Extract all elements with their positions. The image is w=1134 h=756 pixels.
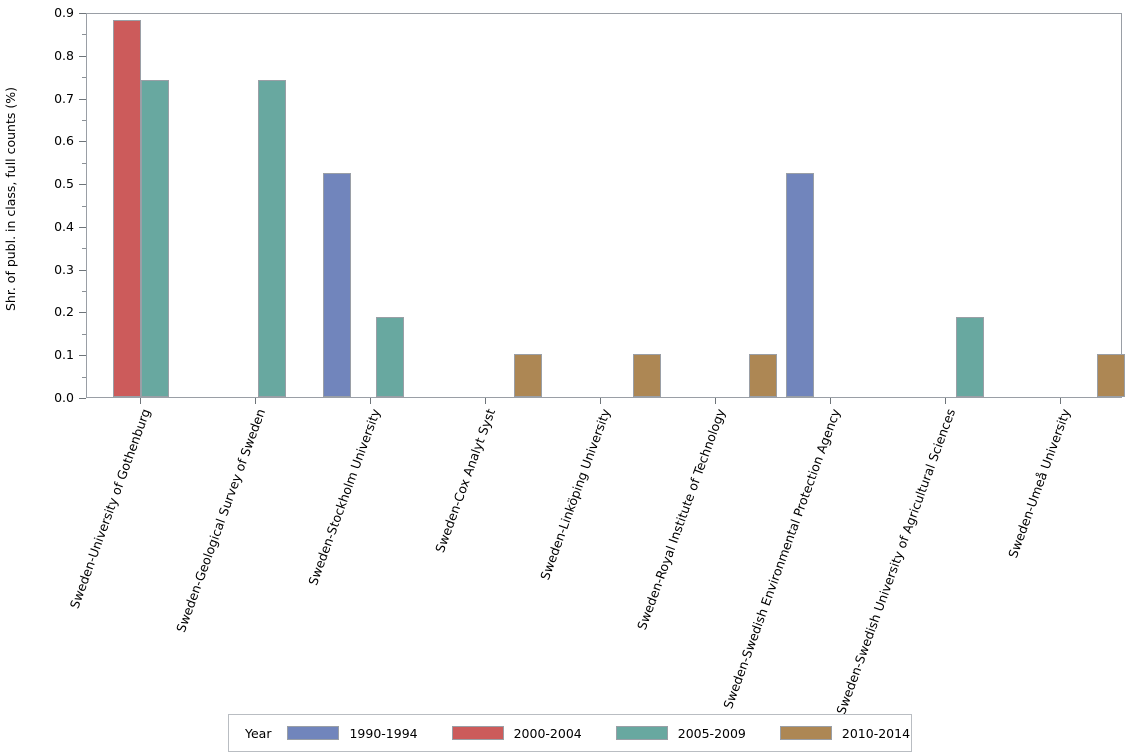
y-axis-title: Shr. of publ. in class, full counts (%) bbox=[3, 87, 18, 311]
y-axis-tick-label: 0.1 bbox=[54, 347, 74, 363]
legend-color-swatch bbox=[779, 726, 832, 740]
x-axis-tick-label-text: Sweden-Umeå University bbox=[1005, 406, 1074, 560]
chart-legend: Year 1990-1994 2000-2004 2005-2009 2010-201… bbox=[228, 714, 912, 752]
bar[interactable] bbox=[956, 317, 984, 397]
y-axis-tick-mark bbox=[79, 355, 86, 357]
y-axis-tick-label: 0.6 bbox=[54, 133, 74, 149]
x-axis-tick-label-text: Sweden-Stockholm University bbox=[305, 406, 384, 588]
bar[interactable] bbox=[376, 317, 404, 397]
x-axis-tick-mark bbox=[255, 398, 256, 404]
x-axis-tick-label-text: Sweden-Swedish University of Agricultura… bbox=[833, 406, 959, 717]
y-axis-tick-label: 0.9 bbox=[54, 5, 74, 20]
legend-color-swatch bbox=[451, 726, 504, 740]
legend-item-label: 2005-2009 bbox=[677, 725, 746, 741]
y-axis-tick-label: 0.4 bbox=[54, 218, 74, 234]
x-axis-tick-mark bbox=[1060, 398, 1061, 404]
legend-item-label: 2000-2004 bbox=[513, 725, 582, 741]
y-axis-tick-mark bbox=[79, 269, 86, 271]
x-axis-tick-mark bbox=[370, 398, 371, 404]
legend-item[interactable]: 1990-1994 bbox=[287, 726, 451, 741]
x-axis-tick-label-text: Sweden-Cox Analyt Syst bbox=[432, 406, 499, 555]
y-axis-tick-label: 0.5 bbox=[54, 176, 74, 192]
bar[interactable] bbox=[113, 20, 141, 397]
x-axis-tick-mark bbox=[140, 398, 141, 404]
legend-item[interactable]: 2010-2014 bbox=[779, 725, 911, 741]
bar[interactable] bbox=[323, 173, 351, 397]
y-axis-minor-tick-mark bbox=[82, 291, 86, 293]
y-axis-minor-tick-mark bbox=[82, 34, 86, 36]
y-axis-minor-tick-mark bbox=[82, 77, 86, 79]
y-axis-tick-mark bbox=[79, 398, 86, 399]
y-axis-minor-tick-mark bbox=[82, 248, 86, 250]
legend-item[interactable]: 2000-2004 bbox=[451, 725, 616, 741]
legend-color-swatch bbox=[287, 726, 340, 740]
x-axis-tick-mark bbox=[485, 398, 486, 404]
bar[interactable] bbox=[141, 80, 169, 397]
bar[interactable] bbox=[258, 80, 286, 397]
y-axis-tick-mark bbox=[79, 141, 86, 143]
y-axis-tick-mark bbox=[79, 184, 86, 186]
y-axis-tick-mark bbox=[79, 55, 86, 57]
y-axis-tick-label: 0.3 bbox=[54, 261, 74, 277]
y-axis-tick-mark bbox=[79, 312, 86, 314]
y-axis-tick-label: 0.0 bbox=[54, 390, 74, 405]
bar[interactable] bbox=[1097, 353, 1125, 397]
y-axis-tick-label: 0.8 bbox=[54, 47, 74, 63]
y-axis-minor-tick-mark bbox=[82, 333, 86, 335]
y-axis-tick-mark bbox=[79, 98, 86, 100]
bar[interactable] bbox=[633, 353, 661, 397]
bar[interactable] bbox=[749, 353, 777, 397]
x-axis-tick-label-text: Sweden-Linköping University bbox=[537, 406, 614, 582]
x-axis-tick-label-text: Sweden-Geological Survey of Sweden bbox=[173, 406, 269, 635]
y-axis-minor-tick-mark bbox=[82, 205, 86, 207]
legend-item-label: 2010-2014 bbox=[841, 725, 911, 741]
x-axis-tick-mark bbox=[945, 398, 946, 404]
y-axis-tick-mark bbox=[79, 13, 86, 14]
x-axis-tick-mark bbox=[600, 398, 601, 404]
x-axis-tick-mark bbox=[715, 398, 716, 404]
legend-color-swatch bbox=[615, 726, 668, 740]
x-axis-tick-mark bbox=[830, 398, 831, 404]
legend-entries: 1990-1994 2000-2004 2005-2009 2010-2014 bbox=[287, 726, 910, 741]
x-axis-tick-label-text: Sweden-Royal Institute of Technology bbox=[633, 406, 729, 632]
plot-area bbox=[86, 13, 1125, 398]
bar[interactable] bbox=[786, 173, 814, 397]
legend-item[interactable]: 2005-2009 bbox=[615, 725, 780, 741]
y-axis-minor-tick-mark bbox=[82, 162, 86, 164]
y-axis-tick-mark bbox=[79, 226, 86, 228]
y-axis-minor-tick-mark bbox=[82, 376, 86, 378]
y-axis-minor-tick-mark bbox=[82, 119, 86, 121]
x-axis-tick-label-text: Sweden-Swedish Environmental Protection … bbox=[720, 406, 844, 711]
y-axis-tick-label: 0.7 bbox=[54, 90, 74, 106]
legend-item-label: 1990-1994 bbox=[349, 725, 418, 741]
y-axis-tick-label: 0.2 bbox=[54, 304, 74, 320]
legend-title: Year bbox=[245, 725, 272, 741]
bar[interactable] bbox=[514, 353, 542, 397]
x-axis-tick-label-text: Sweden-University of Gothenburg bbox=[66, 406, 154, 611]
